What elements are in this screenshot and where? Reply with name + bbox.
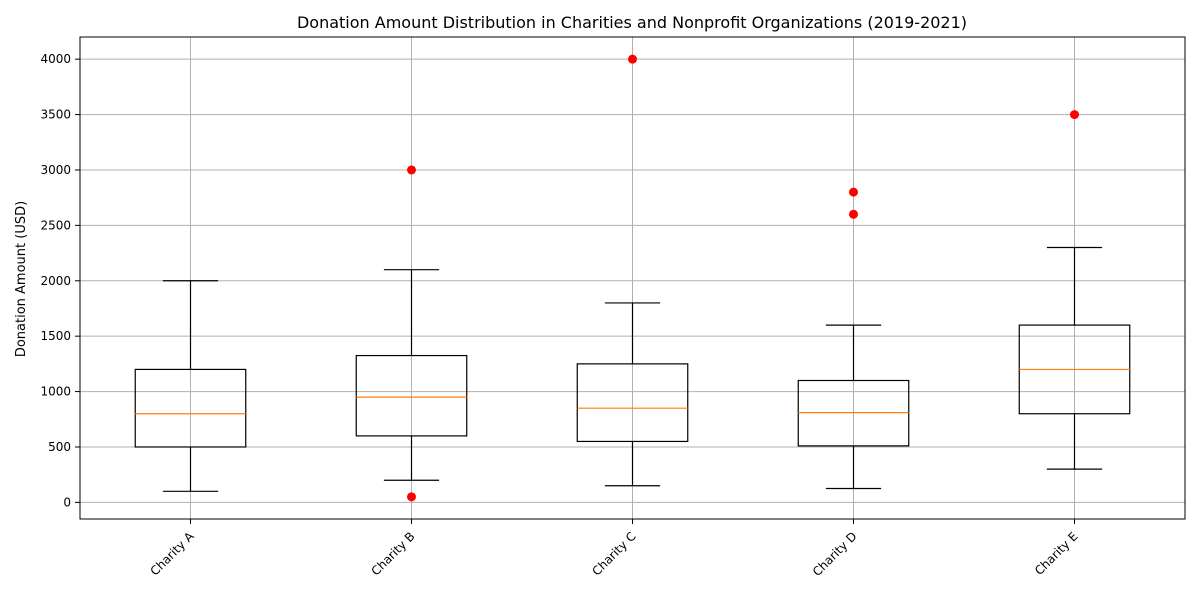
- x-axis-ticks: Charity A Charity B Charity C Charity D Char…: [148, 519, 1081, 579]
- y-tick-label: 4000: [40, 52, 71, 66]
- y-tick-label: 3500: [40, 108, 71, 122]
- y-tick-label: 1000: [40, 385, 71, 399]
- outlier-point: [1070, 110, 1079, 120]
- iqr-box: [576, 363, 689, 443]
- box-group: [1018, 110, 1131, 470]
- x-tick-label: Charity A: [148, 529, 198, 579]
- chart-title: Donation Amount Distribution in Charitie…: [297, 13, 967, 32]
- y-axis-ticks: 0 500 1000 1500 2000 2500 3000 3500 4000: [40, 52, 80, 509]
- outlier-point: [407, 492, 416, 502]
- x-tick-label: Charity E: [1032, 529, 1081, 578]
- iqr-box: [355, 354, 468, 437]
- x-tick-label: Charity C: [589, 529, 638, 578]
- y-tick-label: 3000: [40, 163, 71, 177]
- iqr-box: [134, 368, 247, 448]
- outlier-point: [849, 187, 858, 197]
- outlier-point: [849, 209, 858, 219]
- y-tick-label: 500: [48, 440, 71, 454]
- y-tick-label: 2500: [40, 218, 71, 232]
- outlier-point: [407, 165, 416, 175]
- y-tick-label: 1500: [40, 329, 71, 343]
- box-group: [576, 54, 689, 487]
- x-tick-label: Charity B: [368, 529, 417, 578]
- box-series: [134, 54, 1131, 502]
- x-tick-label: Charity D: [810, 529, 860, 579]
- outlier-point: [628, 54, 637, 64]
- y-axis-label: Donation Amount (USD): [14, 201, 29, 357]
- box-group: [355, 165, 468, 502]
- y-tick-label: 2000: [40, 274, 71, 288]
- box-group: [134, 280, 247, 492]
- box-group: [797, 187, 910, 490]
- y-tick-label: 0: [63, 495, 71, 509]
